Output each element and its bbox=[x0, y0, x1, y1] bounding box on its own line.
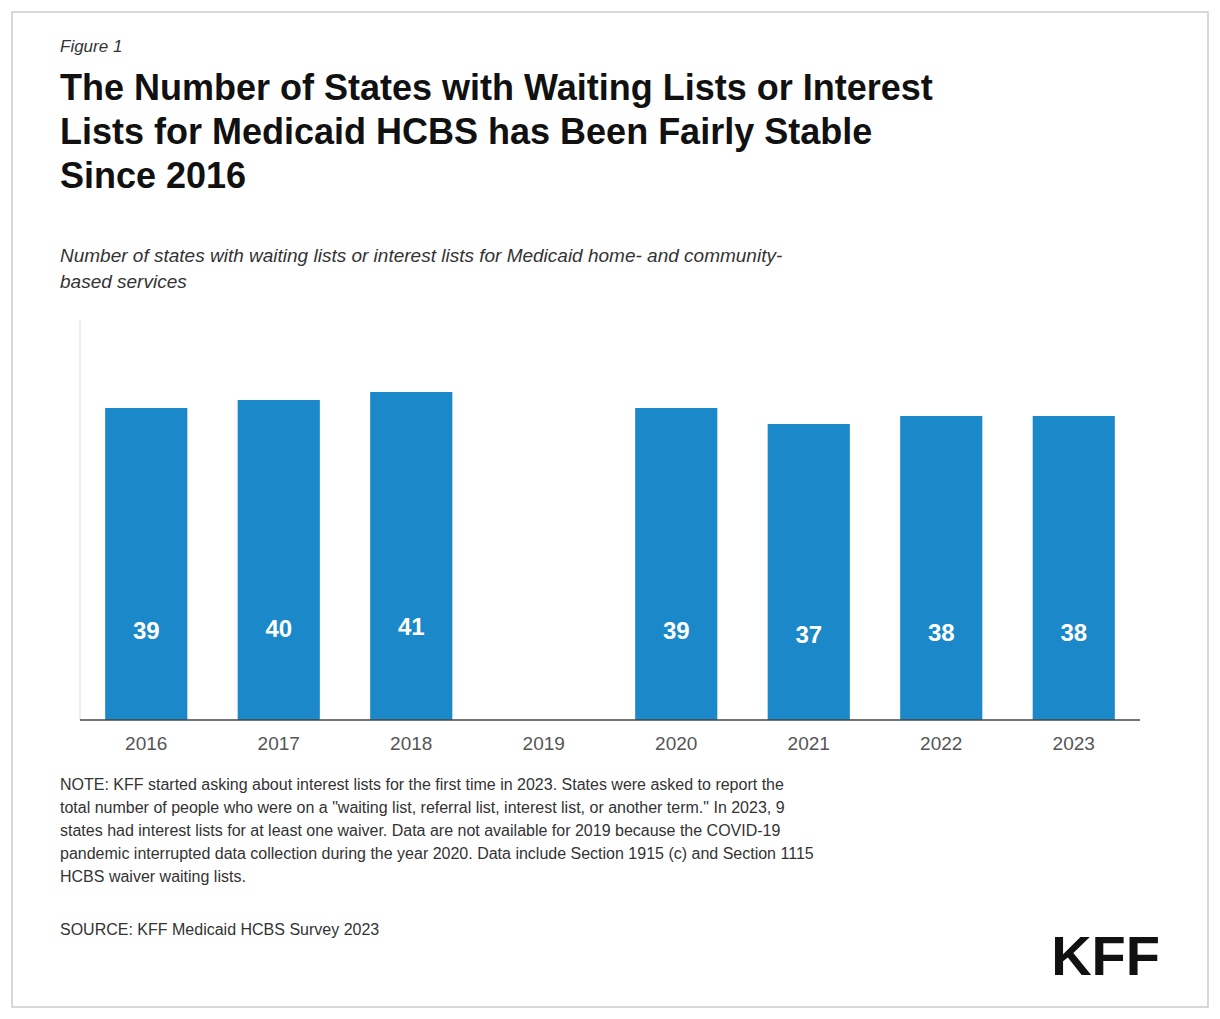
source-line: SOURCE: KFF Medicaid HCBS Survey 2023 bbox=[60, 921, 379, 938]
x-tick-labels: 2016 2017 2018 2019 2020 2021 2022 2023 bbox=[125, 733, 1095, 754]
chart: Figure 1 The Number of States with Waitin… bbox=[0, 0, 1220, 1019]
note-line: NOTE: KFF started asking about interest … bbox=[60, 776, 784, 793]
data-label: 39 bbox=[133, 617, 160, 644]
x-tick-label: 2017 bbox=[258, 733, 300, 754]
figure-label: Figure 1 bbox=[60, 37, 122, 56]
x-tick-label: 2016 bbox=[125, 733, 167, 754]
title: The Number of States with Waiting Lists … bbox=[60, 67, 933, 196]
x-tick-label: 2022 bbox=[920, 733, 962, 754]
logo: KFF bbox=[1051, 924, 1160, 987]
bar bbox=[1033, 416, 1115, 720]
note: NOTE: KFF started asking about interest … bbox=[60, 776, 814, 885]
subtitle-line: Number of states with waiting lists or i… bbox=[60, 245, 782, 266]
note-line: pandemic interrupted data collection dur… bbox=[60, 845, 814, 862]
x-tick-label: 2023 bbox=[1053, 733, 1095, 754]
bar bbox=[900, 416, 982, 720]
bar bbox=[105, 408, 187, 720]
figure-label-line: Figure 1 bbox=[60, 37, 122, 56]
page: {"chart_data": {"type": "bar", "title": … bbox=[0, 0, 1220, 1019]
subtitle: Number of states with waiting lists or i… bbox=[60, 245, 782, 292]
bar bbox=[238, 400, 320, 720]
x-tick-label: 2018 bbox=[390, 733, 432, 754]
source: SOURCE: KFF Medicaid HCBS Survey 2023 bbox=[60, 921, 379, 938]
data-label: 39 bbox=[663, 617, 690, 644]
background bbox=[0, 0, 1220, 1019]
data-labels: 39 40 41 39 37 38 38 bbox=[133, 613, 1087, 649]
data-label: 38 bbox=[1060, 619, 1087, 646]
note-line: HCBS waiver waiting lists. bbox=[60, 868, 246, 885]
x-tick-label: 2021 bbox=[788, 733, 830, 754]
title-line: The Number of States with Waiting Lists … bbox=[60, 67, 933, 108]
y-axis-line bbox=[80, 320, 81, 720]
x-tick-label: 2019 bbox=[523, 733, 565, 754]
border bbox=[12, 12, 1208, 1007]
logo-line: KFF bbox=[1051, 924, 1160, 987]
x-axis-line bbox=[80, 719, 1140, 721]
title-line: Since 2016 bbox=[60, 155, 246, 196]
note-line: states had interest lists for at least o… bbox=[60, 822, 781, 839]
x-tick-label: 2020 bbox=[655, 733, 697, 754]
data-label: 41 bbox=[398, 613, 425, 640]
bar bbox=[768, 424, 850, 720]
title-line: Lists for Medicaid HCBS has Been Fairly … bbox=[60, 111, 872, 152]
bar bbox=[635, 408, 717, 720]
bars bbox=[105, 392, 1115, 720]
data-label: 38 bbox=[928, 619, 955, 646]
data-label: 37 bbox=[795, 621, 822, 648]
subtitle-line: based services bbox=[60, 271, 187, 292]
data-label: 40 bbox=[265, 615, 292, 642]
bar bbox=[370, 392, 452, 720]
note-line: total number of people who were on a "wa… bbox=[60, 799, 785, 816]
